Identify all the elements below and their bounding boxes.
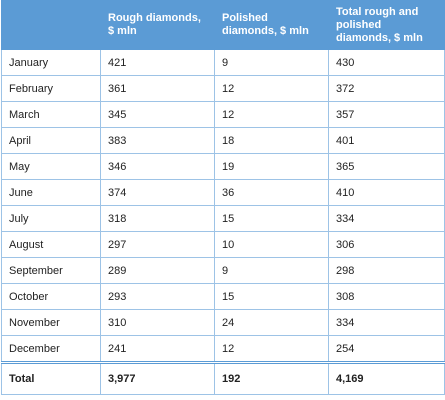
column-header: Rough diamonds, $ mln	[100, 0, 215, 50]
table-row: April 383 18 401	[1, 127, 445, 154]
total-label: Total	[1, 361, 101, 395]
table-cell: 361	[100, 75, 215, 102]
table-cell: 18	[214, 127, 329, 154]
table-cell: 308	[328, 283, 445, 310]
row-label: May	[1, 153, 101, 180]
table-cell: 310	[100, 309, 215, 336]
table-row: January 421 9 430	[1, 50, 445, 76]
table-row: September 289 9 298	[1, 257, 445, 284]
table-cell: 298	[328, 257, 445, 284]
table-cell: 345	[100, 101, 215, 128]
table-cell: 254	[328, 335, 445, 363]
table-cell: 15	[214, 283, 329, 310]
table-cell: 372	[328, 75, 445, 102]
table-cell: 306	[328, 231, 445, 258]
table-cell: 357	[328, 101, 445, 128]
table-cell: 297	[100, 231, 215, 258]
table-row: November 310 24 334	[1, 309, 445, 336]
header-row: Rough diamonds, $ mln Polished diamonds, …	[1, 0, 445, 50]
table-cell: 430	[328, 50, 445, 76]
row-label: July	[1, 205, 101, 232]
table-cell: 12	[214, 75, 329, 102]
row-label: September	[1, 257, 101, 284]
table-cell: 318	[100, 205, 215, 232]
table-cell: 10	[214, 231, 329, 258]
table-cell: 289	[100, 257, 215, 284]
column-header: Total rough and polished diamonds, $ mln	[328, 0, 445, 50]
table-cell: 12	[214, 101, 329, 128]
total-cell: 4,169	[328, 361, 445, 395]
table-cell: 334	[328, 205, 445, 232]
table-cell: 36	[214, 179, 329, 206]
table-row: May 346 19 365	[1, 153, 445, 180]
total-row: Total 3,977 192 4,169	[1, 361, 445, 395]
table-cell: 346	[100, 153, 215, 180]
table-footer: Total 3,977 192 4,169	[1, 361, 445, 395]
row-label: January	[1, 50, 101, 76]
row-label: November	[1, 309, 101, 336]
header-cell	[1, 0, 101, 50]
column-header: Polished diamonds, $ mln	[214, 0, 329, 50]
row-label: October	[1, 283, 101, 310]
table-cell: 293	[100, 283, 215, 310]
total-cell: 192	[214, 361, 329, 395]
table-cell: 24	[214, 309, 329, 336]
table-row: October 293 15 308	[1, 283, 445, 310]
table-cell: 9	[214, 257, 329, 284]
row-label: December	[1, 335, 101, 363]
row-label: August	[1, 231, 101, 258]
table-row: March 345 12 357	[1, 101, 445, 128]
total-cell: 3,977	[100, 361, 215, 395]
table-row: February 361 12 372	[1, 75, 445, 102]
table-body: January 421 9 430 February 361 12 372 March 345 12…	[1, 50, 445, 363]
table-cell: 401	[328, 127, 445, 154]
table-row: December 241 12 254	[1, 335, 445, 363]
table-cell: 334	[328, 309, 445, 336]
table-header: Rough diamonds, $ mln Polished diamonds, …	[1, 0, 445, 50]
table-row: July 318 15 334	[1, 205, 445, 232]
table-cell: 365	[328, 153, 445, 180]
table-row: June 374 36 410	[1, 179, 445, 206]
table-cell: 12	[214, 335, 329, 363]
table-cell: 9	[214, 50, 329, 76]
table-cell: 383	[100, 127, 215, 154]
row-label: April	[1, 127, 101, 154]
row-label: March	[1, 101, 101, 128]
table-cell: 241	[100, 335, 215, 363]
row-label: June	[1, 179, 101, 206]
row-label: February	[1, 75, 101, 102]
table-cell: 19	[214, 153, 329, 180]
table-cell: 374	[100, 179, 215, 206]
table-row: August 297 10 306	[1, 231, 445, 258]
table-cell: 421	[100, 50, 215, 76]
table-cell: 410	[328, 179, 445, 206]
table-cell: 15	[214, 205, 329, 232]
